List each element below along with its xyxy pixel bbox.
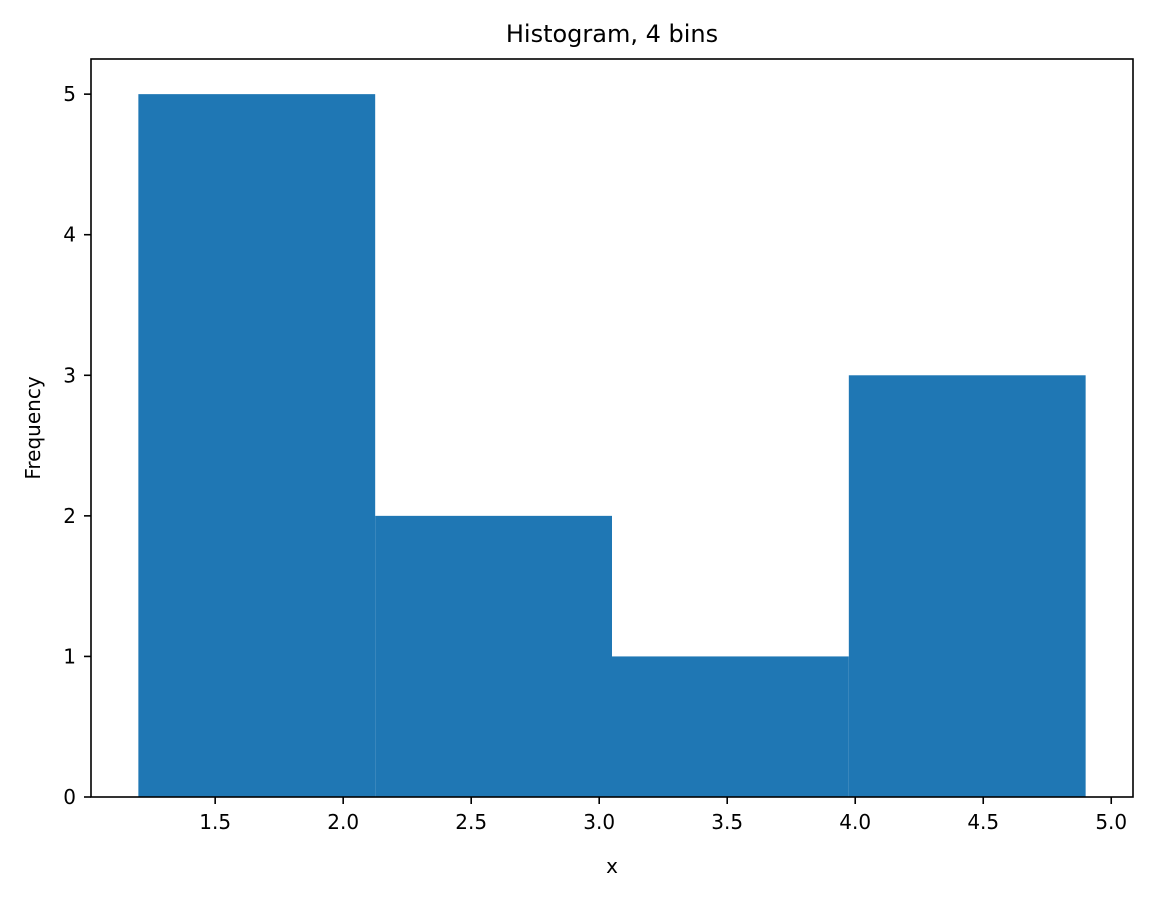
- x-tick-label: 2.5: [455, 810, 487, 834]
- y-tick-label: 0: [63, 785, 76, 809]
- histogram-bar-3: [612, 656, 849, 797]
- y-tick-label: 4: [63, 223, 76, 247]
- y-tick-label: 1: [63, 644, 76, 668]
- histogram-bar-2: [375, 515, 612, 797]
- x-axis-ticks: 1.5 2.0 2.5 3.0 3.5 4.0 4.5 5.0: [199, 797, 1127, 834]
- x-tick-label: 4.0: [839, 810, 871, 834]
- x-tick-label: 1.5: [199, 810, 231, 834]
- chart-title: Histogram, 4 bins: [506, 20, 718, 48]
- plot-frame: [90, 58, 1134, 798]
- y-axis-ticks: 0 1 2 3 4 5: [63, 82, 91, 809]
- y-axis-title: Frequency: [21, 376, 45, 479]
- y-tick-label: 2: [63, 504, 76, 528]
- x-axis-title: x: [606, 854, 618, 878]
- y-tick-label: 3: [63, 363, 76, 387]
- y-tick-label: 5: [63, 82, 76, 106]
- x-tick-label: 4.5: [967, 810, 999, 834]
- x-tick-label: 2.0: [327, 810, 359, 834]
- histogram-bar-1: [138, 94, 376, 797]
- x-tick-label: 3.0: [583, 810, 615, 834]
- x-tick-label: 3.5: [711, 810, 743, 834]
- bars-layer: [138, 94, 1086, 797]
- x-tick-label: 5.0: [1095, 810, 1127, 834]
- histogram-bar-4: [848, 375, 1086, 797]
